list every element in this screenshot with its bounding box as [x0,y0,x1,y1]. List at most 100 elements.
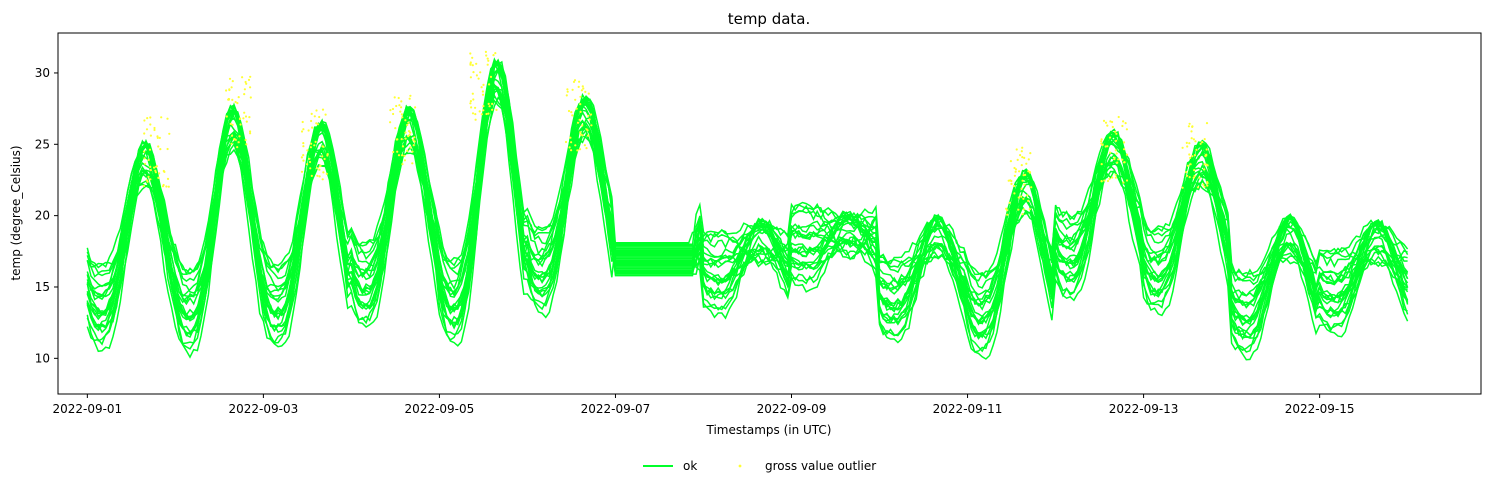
outlier-point [412,144,415,147]
outlier-point [469,100,472,103]
outlier-point [480,113,483,116]
outlier-point [391,107,395,111]
outlier-point [484,50,487,54]
outlier-point [247,78,251,81]
outlier-point [1122,181,1125,184]
outlier-point [1116,161,1119,164]
outlier-point [1006,209,1009,212]
outlier-point [471,64,474,67]
outlier-point [1020,150,1023,153]
outlier-point [1199,142,1202,145]
outlier-point [158,172,161,175]
outlier-point [321,178,324,181]
outlier-point [146,180,149,183]
legend-outlier-label: gross value outlier [765,459,876,473]
outlier-point [1028,171,1032,174]
outlier-point [1185,141,1188,144]
outlier-point [236,146,239,149]
outlier-point [1021,179,1024,182]
outlier-point [1028,208,1031,211]
outlier-point [482,83,485,86]
x-axis-label: Timestamps (in UTC) [706,423,832,437]
outlier-point [1187,125,1190,128]
outlier-point [1022,197,1025,200]
x-tick-label: 2022-09-05 [405,402,475,416]
outlier-point [1022,208,1025,211]
outlier-point [403,154,406,157]
outlier-point [491,108,494,111]
outlier-point [587,92,590,95]
outlier-point [469,52,472,55]
outlier-point [1205,122,1209,125]
outlier-point [567,109,571,113]
outlier-point [565,94,568,97]
outlier-point [475,62,478,65]
outlier-point [409,146,412,149]
outlier-point [407,121,410,124]
outlier-point [487,102,490,105]
outlier-point [1104,145,1107,148]
outlier-point [161,185,165,188]
outlier-point [414,106,417,109]
outlier-point [587,134,590,137]
outlier-point [244,138,247,142]
x-tick-label: 2022-09-15 [1285,402,1355,416]
outlier-point [1027,199,1030,202]
outlier-point [149,123,152,126]
outlier-point [300,156,303,159]
outlier-point [318,115,321,119]
outlier-point [313,144,316,147]
outlier-point [480,86,483,89]
outlier-point [227,98,230,101]
outlier-point [489,75,493,78]
outlier-point [228,77,232,80]
outlier-point [409,131,412,134]
outlier-point [1014,170,1017,173]
outlier-point [566,88,569,91]
outlier-point [1021,146,1024,149]
outlier-point [1030,186,1033,189]
outlier-point [1103,179,1106,182]
outlier-point [302,142,305,145]
outlier-point [310,119,313,123]
outlier-point [241,76,244,79]
outlier-point [1016,158,1019,161]
outlier-point [1190,130,1193,133]
outlier-point [1109,120,1112,123]
outlier-point [576,121,580,124]
ok-series-line [86,85,1409,341]
outlier-point [1014,168,1018,171]
outlier-point [404,119,407,122]
outlier-point [300,170,304,173]
outlier-point [581,124,584,127]
outlier-point [1194,140,1197,143]
outlier-point [397,154,401,157]
outlier-point [318,168,321,171]
outlier-point [143,157,146,160]
outlier-point [573,79,577,82]
outlier-point [586,129,589,132]
y-tick-label: 30 [35,66,50,80]
outlier-point [324,113,327,116]
outlier-point [585,147,588,150]
outlier-point [239,123,242,126]
outlier-point [479,71,482,74]
ok-series-line [86,82,1409,353]
outlier-point [238,117,242,121]
outlier-point [309,146,312,149]
outlier-point [243,93,246,96]
outlier-point [147,175,150,178]
outlier-point [413,140,416,143]
outlier-point [1193,169,1196,172]
outlier-point [242,117,245,120]
outlier-point [249,132,252,135]
outlier-point [249,130,252,133]
outlier-point [482,109,485,112]
outlier-point [245,82,248,85]
outlier-point [406,149,409,152]
outlier-point [1192,138,1195,141]
outlier-point [1025,162,1028,165]
outlier-point [325,172,328,175]
outlier-point [230,86,233,89]
outlier-point [146,117,149,120]
